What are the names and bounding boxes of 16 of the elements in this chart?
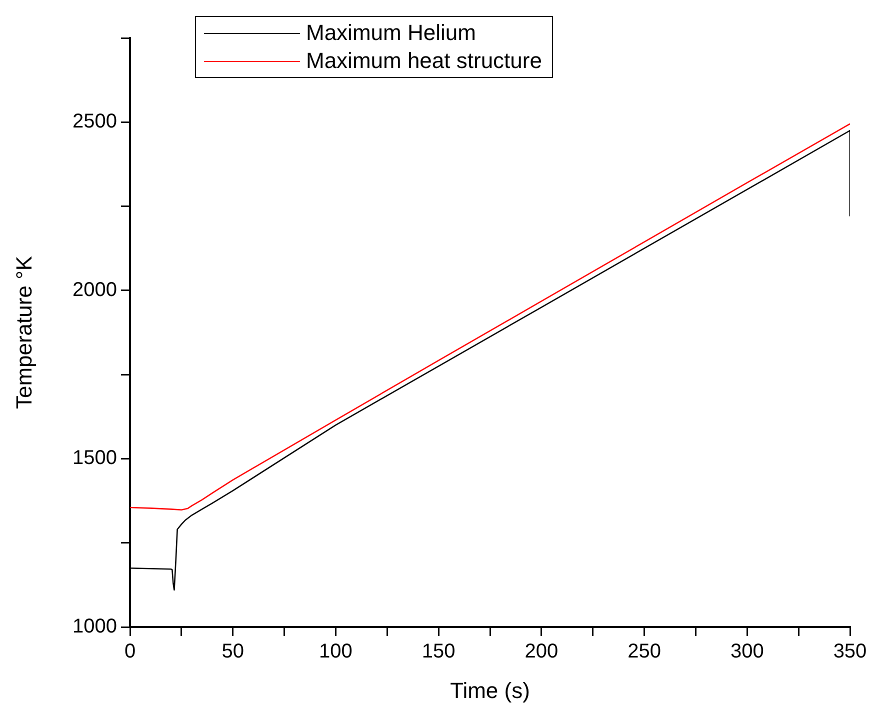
x-tick-label: 100 (319, 640, 352, 663)
x-tick-label: 150 (422, 640, 456, 663)
y-tick-label: 1000 (72, 616, 117, 638)
legend-label: Maximum heat structure (306, 47, 542, 75)
x-tick-label: 0 (124, 640, 136, 663)
x-tick-label: 250 (628, 640, 661, 663)
x-tick-label: 300 (730, 640, 764, 663)
x-tick-label: 200 (524, 640, 558, 663)
legend-label: Maximum Helium (306, 19, 476, 47)
y-tick-label: 2500 (72, 110, 117, 133)
y-tick-label: 2000 (72, 278, 117, 301)
x-tick-label: 350 (833, 640, 867, 663)
y-axis-title: Temperature °K (11, 256, 36, 410)
x-tick-label: 50 (222, 640, 244, 663)
y-tick-label: 1500 (72, 447, 117, 470)
x-axis-title: Time (s) (450, 678, 530, 703)
